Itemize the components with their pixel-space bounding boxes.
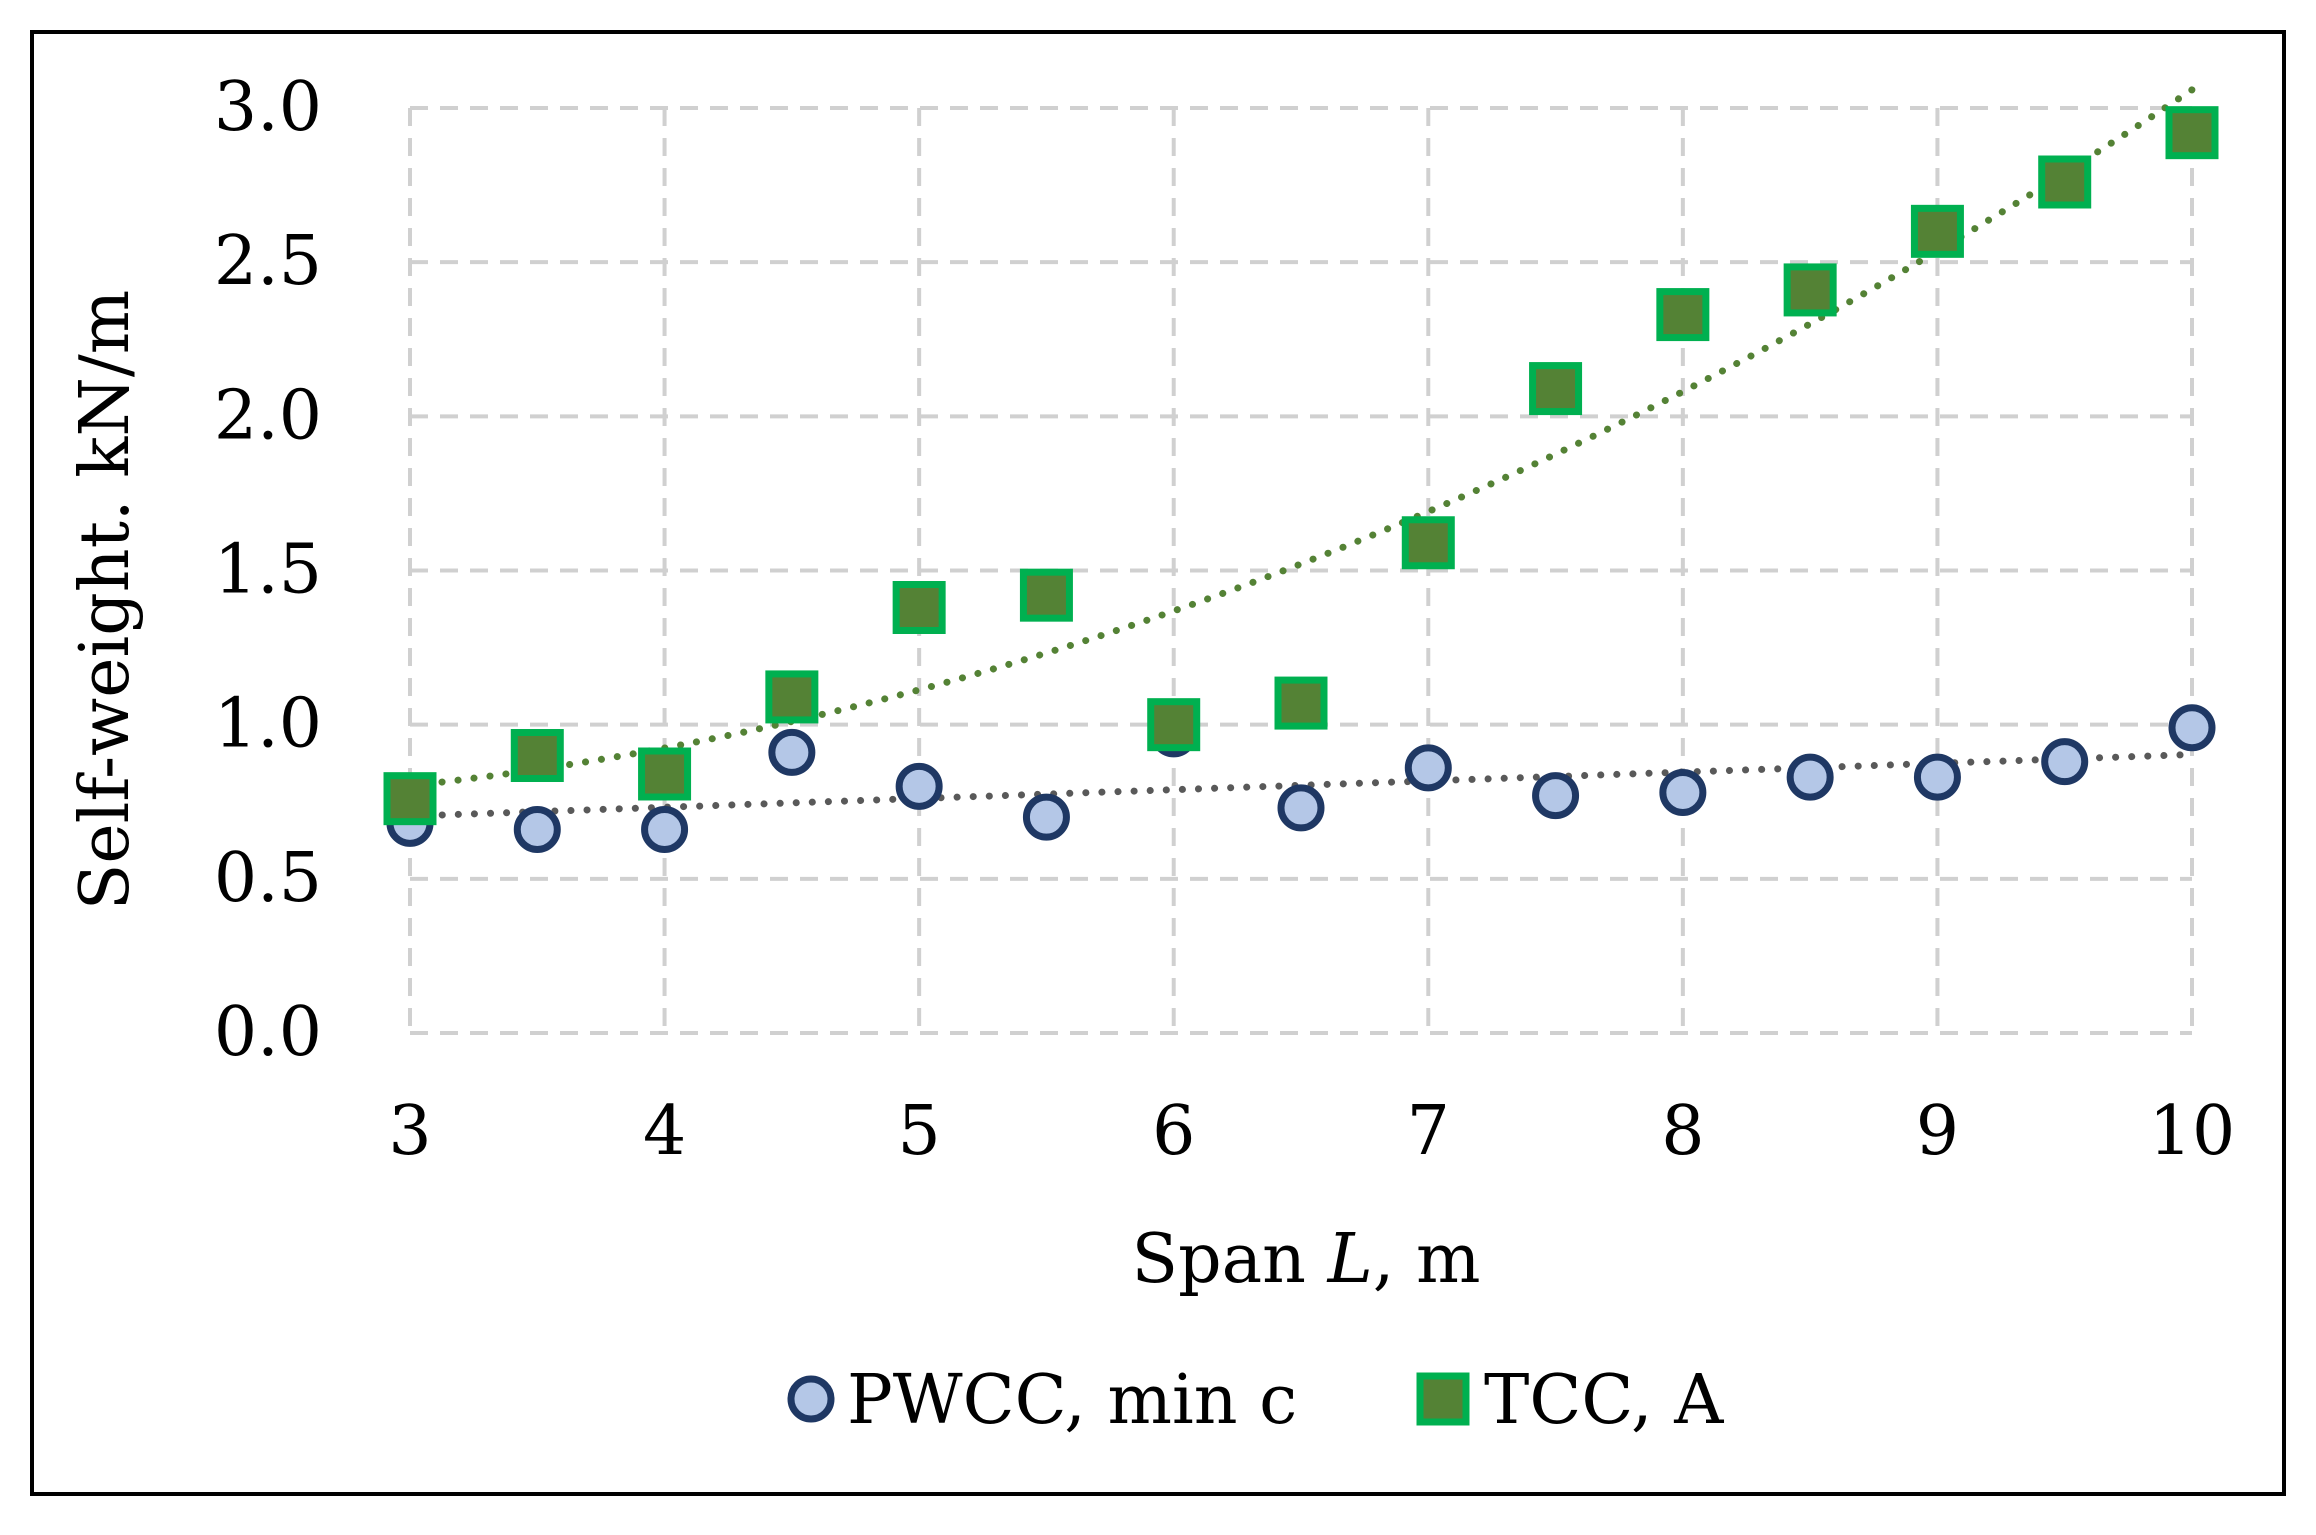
y-axis-title: Self-weight. kN/m xyxy=(66,290,145,910)
point-pwcc xyxy=(641,806,689,853)
point-pwcc xyxy=(1659,769,1707,816)
x-axis-title-prefix: Span xyxy=(1132,1220,1328,1299)
trendline-tcc xyxy=(406,86,2196,790)
grid xyxy=(408,106,2194,1035)
point-pwcc xyxy=(1913,753,1961,801)
point-tcc xyxy=(765,670,819,724)
point-pwcc xyxy=(1404,744,1452,792)
y-tick-label: 1.0 xyxy=(214,685,322,764)
point-pwcc xyxy=(768,728,816,776)
x-axis-ticks: 3 4 5 6 7 8 9 10 xyxy=(388,1092,2235,1171)
x-tick-label: 5 xyxy=(898,1092,941,1171)
point-pwcc xyxy=(2041,738,2089,786)
point-tcc xyxy=(383,772,437,826)
point-pwcc xyxy=(895,762,943,810)
x-axis-title-suffix: , m xyxy=(1373,1220,1481,1299)
point-tcc xyxy=(1529,362,1583,416)
point-pwcc xyxy=(1532,772,1580,820)
point-pwcc xyxy=(513,806,561,853)
point-pwcc xyxy=(1022,793,1070,841)
y-tick-label: 0.5 xyxy=(214,839,322,918)
x-tick-label: 3 xyxy=(388,1092,431,1171)
point-tcc xyxy=(510,729,564,782)
point-tcc xyxy=(2165,106,2219,160)
point-tcc xyxy=(1401,516,1455,570)
point-pwcc xyxy=(1277,784,1325,832)
point-tcc xyxy=(638,747,692,801)
point-tcc xyxy=(1656,288,1710,342)
legend-marker-pwcc xyxy=(787,1375,835,1423)
y-tick-label: 2.0 xyxy=(214,376,322,455)
y-axis-ticks: 0.0 0.5 1.0 1.5 2.0 2.5 3.0 xyxy=(214,68,322,1072)
point-tcc xyxy=(1274,676,1328,730)
legend-marker-tcc xyxy=(1416,1372,1470,1426)
chart-frame: 0.0 0.5 1.0 1.5 2.0 2.5 3.0 3 4 5 6 7 8 9 10 Self-wei… xyxy=(30,30,2286,1496)
point-tcc xyxy=(2038,155,2092,209)
data-points xyxy=(383,106,2219,853)
y-tick-label: 1.5 xyxy=(214,531,322,610)
legend-label-tcc: TCC, A xyxy=(1484,1361,1724,1440)
x-tick-label: 6 xyxy=(1152,1092,1195,1171)
x-tick-label: 10 xyxy=(2149,1092,2236,1171)
legend: PWCC, min c TCC, A xyxy=(787,1361,1724,1440)
chart-svg: 0.0 0.5 1.0 1.5 2.0 2.5 3.0 3 4 5 6 7 8 9 10 Self-wei… xyxy=(66,68,2235,1440)
x-axis-title-variable: L xyxy=(1326,1220,1373,1299)
point-tcc xyxy=(1019,568,1073,622)
y-tick-label: 3.0 xyxy=(214,68,322,147)
x-axis-title: Span L, m xyxy=(1132,1220,1481,1299)
trendlines xyxy=(406,86,2196,820)
y-tick-label: 2.5 xyxy=(214,222,322,301)
x-tick-label: 7 xyxy=(1407,1092,1450,1171)
x-tick-label: 4 xyxy=(643,1092,686,1171)
point-tcc xyxy=(892,581,946,634)
point-pwcc xyxy=(2168,704,2216,752)
x-tick-label: 8 xyxy=(1661,1092,1704,1171)
y-tick-label: 0.0 xyxy=(214,993,322,1072)
point-tcc xyxy=(1783,263,1837,317)
legend-label-pwcc: PWCC, min c xyxy=(847,1361,1297,1440)
point-tcc xyxy=(1910,204,1964,258)
point-pwcc xyxy=(1786,753,1834,801)
x-tick-label: 9 xyxy=(1916,1092,1959,1171)
point-tcc xyxy=(1147,698,1201,752)
